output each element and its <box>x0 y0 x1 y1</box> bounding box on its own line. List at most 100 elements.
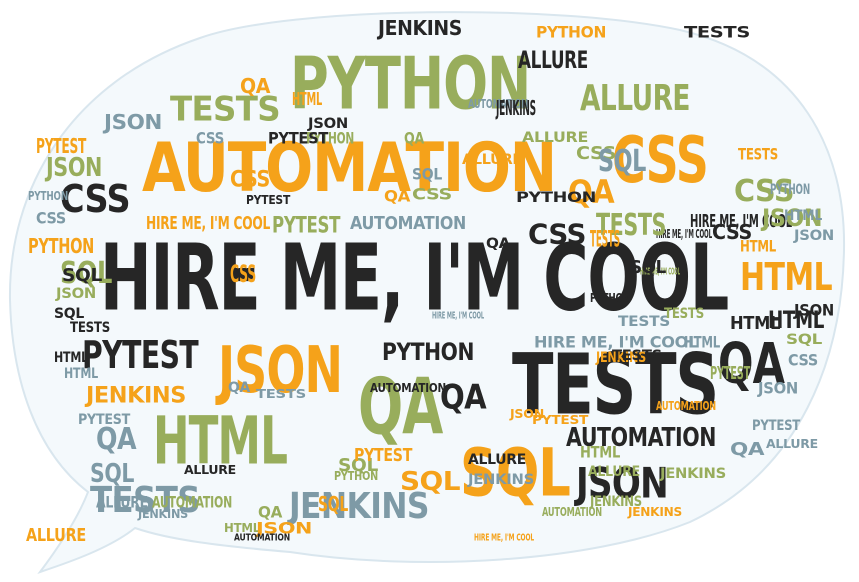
word-jenkins: JENKINS <box>378 16 462 40</box>
word-css: CSS <box>60 176 131 222</box>
word-tests: TESTS <box>256 386 306 401</box>
word-allure: ALLURE <box>518 45 588 74</box>
word-qa: QA <box>258 502 283 522</box>
word-html: HTML <box>740 236 777 256</box>
word-hire-me-i-m-cool: HIRE ME, I'M COOL <box>640 265 680 277</box>
word-sql: SQL <box>338 454 378 476</box>
word-sql: SQL <box>460 434 571 512</box>
word-sql: SQL <box>318 492 348 516</box>
word-jenkins: JENKINS <box>660 464 726 482</box>
word-qa: QA <box>568 173 615 211</box>
word-css: CSS <box>734 173 795 209</box>
word-sql: SQL <box>400 465 460 497</box>
word-allure: ALLURE <box>462 150 522 168</box>
word-json: JSON <box>758 378 798 398</box>
word-qa: QA <box>228 378 251 396</box>
word-python: PYTHON <box>536 22 607 42</box>
word-css: CSS <box>196 128 224 148</box>
word-python: PYTHON <box>28 234 95 258</box>
word-sql: SQL <box>412 164 442 184</box>
word-pytest: PYTEST <box>268 128 329 148</box>
word-css: CSS <box>36 208 66 228</box>
word-json: JSON <box>218 332 343 408</box>
word-pytest: PYTEST <box>354 444 413 466</box>
word-json: JSON <box>256 518 312 538</box>
word-tests: TESTS <box>684 22 750 42</box>
word-pytest: PYTEST <box>36 134 87 158</box>
word-python: PYTHON <box>516 188 597 206</box>
word-automation: AUTOMATION <box>234 531 291 543</box>
word-jenkins: JENKINS <box>468 470 534 488</box>
word-jenkins: JENKINS <box>289 484 430 527</box>
word-sql: SQL <box>90 457 134 489</box>
word-css: CSS <box>612 122 709 198</box>
word-automation: AUTOMATION <box>656 398 717 413</box>
word-json: JSON <box>794 300 834 320</box>
word-automation: AUTOMATION <box>370 380 447 395</box>
word-tests: TESTS <box>612 346 662 364</box>
word-json: JSON <box>46 151 102 183</box>
word-hire-me-i-m-cool: HIRE ME, I'M COOL <box>432 309 484 321</box>
word-tests: TESTS <box>512 335 719 434</box>
word-automation: AUTOMATION <box>152 492 233 512</box>
word-hire-me-i-m-cool: HIRE ME, I'M COOL <box>534 332 698 352</box>
word-css: CSS <box>230 166 270 192</box>
word-json: JSON <box>794 226 834 244</box>
word-python: PYTHON <box>382 337 475 366</box>
word-hire-me-i-m-cool-headline: HIRE ME, I'M COOL <box>100 223 729 332</box>
word-python: PYTHON <box>590 290 631 305</box>
word-qa: QA <box>358 360 443 453</box>
word-tests: TESTS <box>596 207 666 243</box>
word-jenkins: JENKINS <box>596 348 646 366</box>
word-html: HTML <box>292 88 323 110</box>
word-pytest: PYTEST <box>710 362 751 384</box>
word-automation: AUTOMATION <box>142 127 557 208</box>
word-automation: AUTOMATION <box>350 212 467 234</box>
word-python: PYTHON <box>28 188 69 203</box>
word-allure: ALLURE <box>468 450 526 468</box>
word-hire-me-i-m-cool: HIRE ME, I'M COOL <box>656 226 712 241</box>
word-sql: SQL <box>60 255 112 291</box>
word-jenkins: JENKINS <box>590 492 642 510</box>
word-json: JSON <box>762 203 822 232</box>
word-python: PYTHON <box>290 41 531 126</box>
word-python: PYTHON <box>770 180 811 198</box>
word-hire-me-i-m-cool: HIRE ME, I'M COOL <box>690 210 792 232</box>
word-qa: QA <box>96 421 137 457</box>
word-allure: ALLURE <box>96 492 148 512</box>
word-css: CSS <box>712 220 752 244</box>
word-allure: ALLURE <box>184 462 236 477</box>
word-pytest: PYTEST <box>532 412 589 427</box>
word-css: CSS <box>528 217 586 251</box>
word-sql: SQL <box>54 304 84 322</box>
word-css: CSS <box>788 350 818 370</box>
word-allure: ALLURE <box>766 436 818 451</box>
word-pytest: PYTEST <box>752 416 801 434</box>
word-tests: TESTS <box>70 318 110 336</box>
word-css: CSS <box>576 142 616 164</box>
word-json: JSON <box>104 110 162 134</box>
word-jenkins: JENKINS <box>86 382 186 408</box>
word-qa: QA <box>730 438 765 460</box>
speech-bubble-outline <box>8 11 846 574</box>
word-html: HTML <box>580 442 621 462</box>
word-qa: QA <box>240 74 271 98</box>
word-html: HTML <box>740 254 833 300</box>
word-json: JSON <box>510 406 544 421</box>
word-automation: AUTOMATION <box>566 421 717 453</box>
word-tests: TESTS <box>738 144 778 164</box>
word-tests: TESTS <box>90 478 201 521</box>
word-automation: AUTOMATION <box>468 96 529 111</box>
word-html: HTML <box>730 312 781 334</box>
word-allure: ALLURE <box>522 128 588 146</box>
word-sql: SQL <box>786 330 822 348</box>
word-allure: ALLURE <box>588 462 640 480</box>
word-html: HTML <box>153 402 288 480</box>
word-qa: QA <box>440 376 487 417</box>
word-html: HTML <box>684 332 721 352</box>
word-html: HTML <box>224 520 261 535</box>
word-tests: TESTS <box>618 312 670 330</box>
